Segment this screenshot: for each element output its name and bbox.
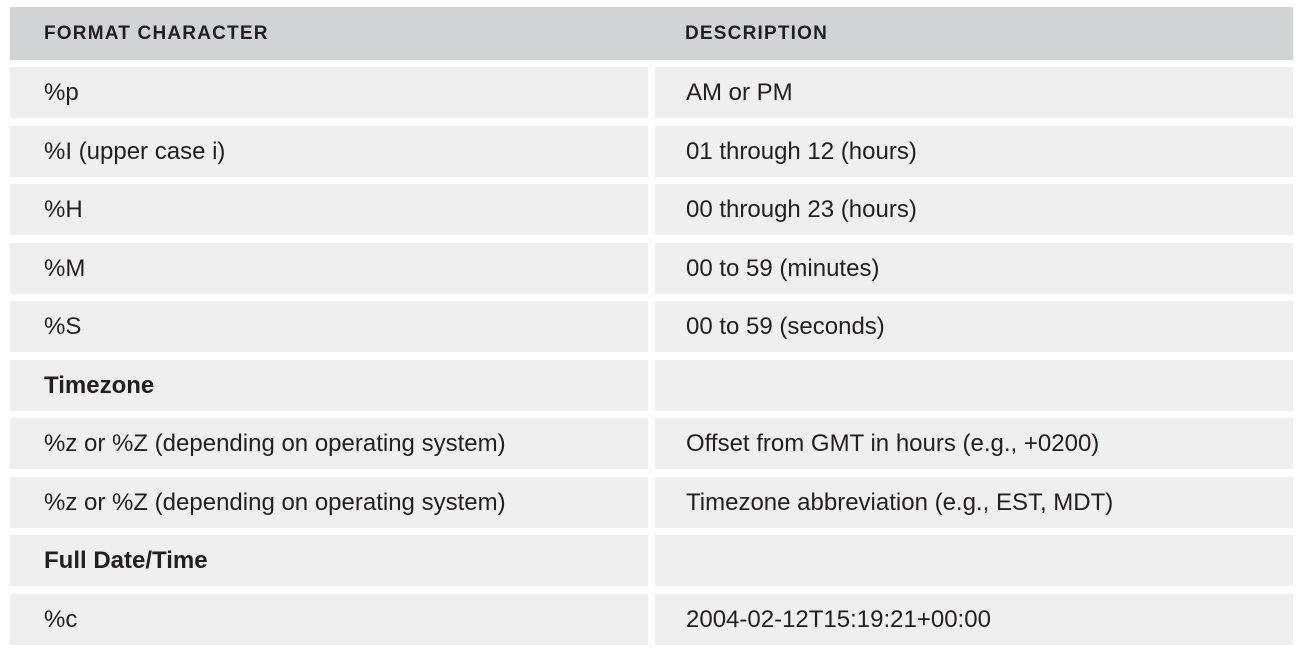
header-format-character: FORMAT CHARACTER — [44, 22, 269, 44]
section-heading: Timezone — [10, 359, 648, 411]
description-cell — [655, 535, 1293, 586]
description-cell: 00 through 23 (hours) — [655, 184, 1293, 235]
table-header: FORMAT CHARACTER DESCRIPTION — [10, 7, 1293, 60]
format-cell: %I (upper case i) — [10, 125, 648, 177]
format-cell: %S — [10, 301, 648, 352]
description-cell: Timezone abbreviation (e.g., EST, MDT) — [655, 476, 1293, 528]
table-row: %c 2004-02-12T15:19:21+00:00 — [10, 593, 1293, 645]
section-heading: Full Date/Time — [10, 535, 648, 586]
format-table: FORMAT CHARACTER DESCRIPTION %p AM or PM… — [10, 7, 1293, 652]
table-row: %S 00 to 59 (seconds) — [10, 301, 1293, 352]
description-cell — [655, 359, 1293, 411]
table-row: %z or %Z (depending on operating system)… — [10, 476, 1293, 528]
format-cell: %H — [10, 184, 648, 235]
format-cell: %z or %Z (depending on operating system) — [10, 418, 648, 469]
table-row: %M 00 to 59 (minutes) — [10, 242, 1293, 294]
description-cell: 2004-02-12T15:19:21+00:00 — [655, 593, 1293, 645]
table-row: %z or %Z (depending on operating system)… — [10, 418, 1293, 469]
format-cell: %M — [10, 242, 648, 294]
format-cell: %z or %Z (depending on operating system) — [10, 476, 648, 528]
header-description: DESCRIPTION — [685, 22, 829, 44]
description-cell: 00 to 59 (seconds) — [655, 301, 1293, 352]
table-row: %H 00 through 23 (hours) — [10, 184, 1293, 235]
section-row-timezone: Timezone — [10, 359, 1293, 411]
format-cell: %p — [10, 67, 648, 118]
description-cell: AM or PM — [655, 67, 1293, 118]
format-cell: %c — [10, 593, 648, 645]
section-row-full-date-time: Full Date/Time — [10, 535, 1293, 586]
description-cell: 01 through 12 (hours) — [655, 125, 1293, 177]
table-row: %p AM or PM — [10, 67, 1293, 118]
description-cell: 00 to 59 (minutes) — [655, 242, 1293, 294]
table-row: %I (upper case i) 01 through 12 (hours) — [10, 125, 1293, 177]
description-cell: Offset from GMT in hours (e.g., +0200) — [655, 418, 1293, 469]
